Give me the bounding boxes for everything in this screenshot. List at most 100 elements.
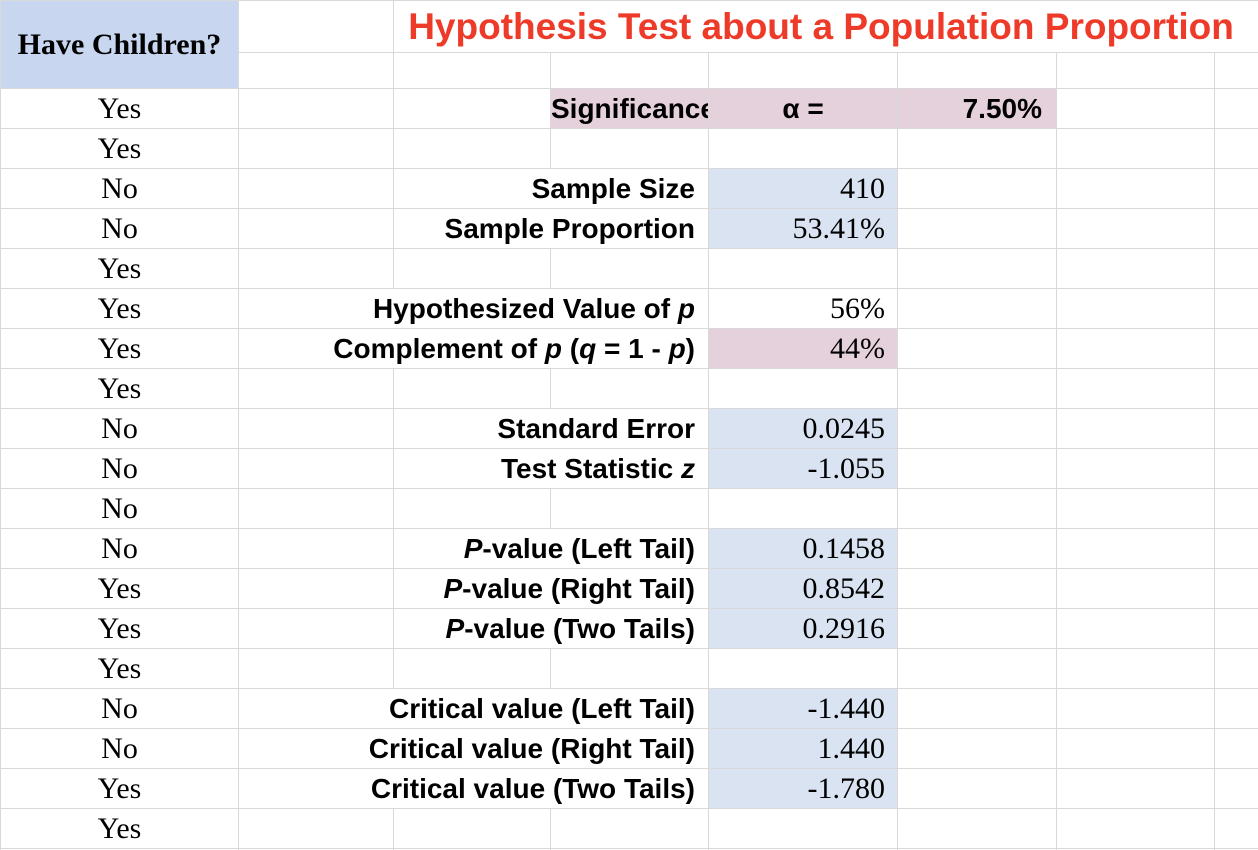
empty-cell[interactable]	[897, 328, 1057, 369]
empty-cell[interactable]	[393, 88, 551, 129]
have-children-cell[interactable]: Yes	[0, 288, 239, 329]
empty-cell[interactable]	[897, 408, 1057, 449]
empty-cell[interactable]	[393, 248, 551, 289]
have-children-cell[interactable]: No	[0, 168, 239, 209]
p-value-right-label[interactable]: P-value (Right Tail)	[393, 568, 709, 609]
empty-cell[interactable]	[238, 448, 394, 489]
empty-cell[interactable]	[897, 208, 1057, 249]
empty-cell[interactable]	[1213, 88, 1258, 129]
p-value-two-label[interactable]: P-value (Two Tails)	[393, 608, 709, 649]
empty-cell[interactable]	[393, 648, 551, 689]
have-children-cell[interactable]: No	[0, 688, 239, 729]
empty-cell[interactable]	[1213, 328, 1258, 369]
hypothesized-p-value[interactable]: 56%	[708, 288, 898, 329]
empty-cell[interactable]	[897, 648, 1057, 689]
empty-cell[interactable]	[238, 208, 394, 249]
have-children-cell[interactable]: Yes	[0, 648, 239, 689]
empty-cell[interactable]	[238, 0, 394, 53]
empty-cell[interactable]	[897, 608, 1057, 649]
empty-cell[interactable]	[1056, 568, 1215, 609]
empty-cell[interactable]	[1213, 288, 1258, 329]
empty-cell[interactable]	[897, 568, 1057, 609]
empty-cell[interactable]	[1213, 728, 1258, 769]
p-value-two-value[interactable]: 0.2916	[708, 608, 898, 649]
empty-cell[interactable]	[238, 88, 394, 129]
empty-cell[interactable]	[1056, 328, 1215, 369]
empty-cell[interactable]	[897, 52, 1057, 89]
have-children-cell[interactable]: Yes	[0, 368, 239, 409]
empty-cell[interactable]	[238, 528, 394, 569]
have-children-cell[interactable]: Yes	[0, 608, 239, 649]
empty-cell[interactable]	[1213, 248, 1258, 289]
significance-value[interactable]: 7.50%	[897, 88, 1057, 129]
empty-cell[interactable]	[1213, 808, 1258, 849]
empty-cell[interactable]	[1056, 728, 1215, 769]
empty-cell[interactable]	[1213, 368, 1258, 409]
complement-q-value[interactable]: 44%	[708, 328, 898, 369]
have-children-header[interactable]: Have Children?	[0, 0, 239, 89]
empty-cell[interactable]	[897, 368, 1057, 409]
empty-cell[interactable]	[1213, 528, 1258, 569]
empty-cell[interactable]	[1056, 208, 1215, 249]
empty-cell[interactable]	[1056, 688, 1215, 729]
empty-cell[interactable]	[708, 128, 898, 169]
empty-cell[interactable]	[238, 808, 394, 849]
empty-cell[interactable]	[238, 608, 394, 649]
empty-cell[interactable]	[1056, 408, 1215, 449]
empty-cell[interactable]	[238, 408, 394, 449]
sample-proportion-value[interactable]: 53.41%	[708, 208, 898, 249]
empty-cell[interactable]	[1056, 488, 1215, 529]
empty-cell[interactable]	[238, 648, 394, 689]
critical-right-value[interactable]: 1.440	[708, 728, 898, 769]
standard-error-value[interactable]: 0.0245	[708, 408, 898, 449]
empty-cell[interactable]	[1056, 248, 1215, 289]
empty-cell[interactable]	[550, 128, 709, 169]
empty-cell[interactable]	[1056, 52, 1215, 89]
empty-cell[interactable]	[897, 248, 1057, 289]
have-children-cell[interactable]: No	[0, 408, 239, 449]
empty-cell[interactable]	[1213, 208, 1258, 249]
critical-two-label[interactable]: Critical value (Two Tails)	[238, 768, 709, 809]
empty-cell[interactable]	[238, 248, 394, 289]
empty-cell[interactable]	[897, 488, 1057, 529]
empty-cell[interactable]	[393, 52, 551, 89]
empty-cell[interactable]	[1213, 448, 1258, 489]
have-children-cell[interactable]: Yes	[0, 568, 239, 609]
test-statistic-value[interactable]: -1.055	[708, 448, 898, 489]
empty-cell[interactable]	[1056, 648, 1215, 689]
empty-cell[interactable]	[897, 728, 1057, 769]
empty-cell[interactable]	[393, 488, 551, 529]
empty-cell[interactable]	[238, 488, 394, 529]
empty-cell[interactable]	[1056, 88, 1215, 129]
empty-cell[interactable]	[1213, 128, 1258, 169]
have-children-cell[interactable]: No	[0, 528, 239, 569]
sample-proportion-label[interactable]: Sample Proportion	[393, 208, 709, 249]
empty-cell[interactable]	[708, 648, 898, 689]
empty-cell[interactable]	[1056, 808, 1215, 849]
empty-cell[interactable]	[897, 768, 1057, 809]
critical-left-value[interactable]: -1.440	[708, 688, 898, 729]
empty-cell[interactable]	[897, 288, 1057, 329]
have-children-cell[interactable]: No	[0, 488, 239, 529]
empty-cell[interactable]	[897, 528, 1057, 569]
have-children-cell[interactable]: Yes	[0, 88, 239, 129]
empty-cell[interactable]	[708, 808, 898, 849]
empty-cell[interactable]	[897, 808, 1057, 849]
empty-cell[interactable]	[708, 52, 898, 89]
sheet-title[interactable]: Hypothesis Test about a Population Propo…	[392, 0, 1258, 53]
empty-cell[interactable]	[393, 128, 551, 169]
empty-cell[interactable]	[393, 808, 551, 849]
empty-cell[interactable]	[1056, 528, 1215, 569]
significance-label[interactable]: Significance	[550, 88, 709, 129]
sample-size-label[interactable]: Sample Size	[393, 168, 709, 209]
empty-cell[interactable]	[1213, 688, 1258, 729]
p-value-left-value[interactable]: 0.1458	[708, 528, 898, 569]
empty-cell[interactable]	[1213, 768, 1258, 809]
have-children-cell[interactable]: Yes	[0, 248, 239, 289]
empty-cell[interactable]	[1213, 168, 1258, 209]
empty-cell[interactable]	[550, 52, 709, 89]
empty-cell[interactable]	[1213, 488, 1258, 529]
critical-right-label[interactable]: Critical value (Right Tail)	[238, 728, 709, 769]
empty-cell[interactable]	[550, 248, 709, 289]
standard-error-label[interactable]: Standard Error	[393, 408, 709, 449]
